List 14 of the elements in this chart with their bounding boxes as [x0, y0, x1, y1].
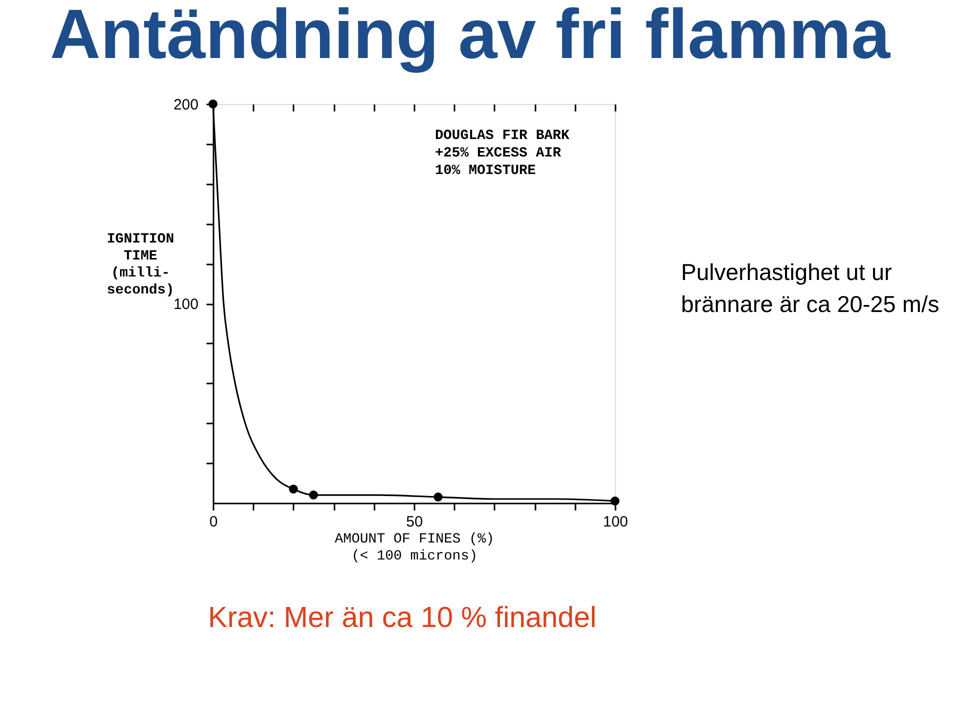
x-tick-label: 100 [602, 514, 628, 530]
x-axis-title: AMOUNT OF FINES (%) (< 100 microns) [334, 532, 494, 564]
x-tick-label: 0 [209, 514, 218, 530]
y-axis-title: IGNITION TIME (milli- seconds) [106, 232, 174, 298]
chart-title: Antändning av fri flamma [50, 0, 892, 73]
point [610, 496, 620, 506]
point [434, 492, 443, 502]
point [288, 484, 298, 494]
text: Pulverhastighet ut ur brännare är ca 20-25 m/s [681, 259, 940, 317]
annotation: DOUGLAS FIR BARK +25% EXCESS AIR 10% MOISTURE [435, 128, 570, 179]
point [309, 490, 318, 500]
text: Krav: Mer än ca 10 % finandel [208, 602, 596, 634]
x-tick-label: 50 [406, 514, 423, 530]
y-tick-label: 200 [173, 96, 198, 114]
